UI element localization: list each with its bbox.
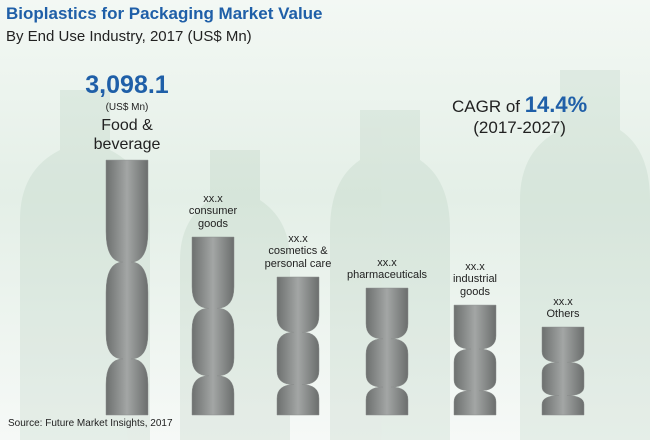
category-label: consumer goods xyxy=(188,205,238,231)
value-label: xx.x xyxy=(203,193,223,206)
value-label: 3,098.1 xyxy=(85,71,169,100)
bar-label-group: 3,098.1 (US$ Mn) Food & beverage xyxy=(72,71,182,154)
bar xyxy=(453,304,497,416)
cagr: CAGR of 14.4% (2017-2027) xyxy=(452,92,587,138)
value-label: xx.x xyxy=(377,257,397,270)
category-label: cosmetics & personal care xyxy=(264,245,332,271)
bar-label-group: xx.x consumer goods xyxy=(158,193,268,231)
category-label: Others xyxy=(546,308,580,321)
category-label: Food & beverage xyxy=(93,117,161,154)
bar-label-group: xx.x pharmaceuticals xyxy=(332,257,442,282)
chart-subtitle: By End Use Industry, 2017 (US$ Mn) xyxy=(6,28,252,45)
bar-label-group: xx.x cosmetics & personal care xyxy=(243,233,353,271)
chart-title: Bioplastics for Packaging Market Value xyxy=(6,4,323,23)
cagr-value: 14.4% xyxy=(524,92,588,117)
bar xyxy=(276,276,320,416)
bar-label-group: xx.x industrial goods xyxy=(420,261,530,299)
value-label: xx.x xyxy=(553,296,573,309)
value-label: xx.x xyxy=(288,233,308,246)
cagr-label: CAGR of xyxy=(452,97,521,116)
bar xyxy=(541,326,585,416)
value-unit: (US$ Mn) xyxy=(105,102,149,114)
bar-label-group: xx.x Others xyxy=(508,296,618,321)
source: Source: Future Market Insights, 2017 xyxy=(8,418,173,429)
category-label: pharmaceuticals xyxy=(346,269,428,282)
bar xyxy=(191,236,235,416)
bar xyxy=(365,287,409,416)
value-label: xx.x xyxy=(465,261,485,274)
bar xyxy=(105,159,149,416)
category-label: industrial goods xyxy=(452,273,498,299)
cagr-period: (2017-2027) xyxy=(473,118,566,137)
